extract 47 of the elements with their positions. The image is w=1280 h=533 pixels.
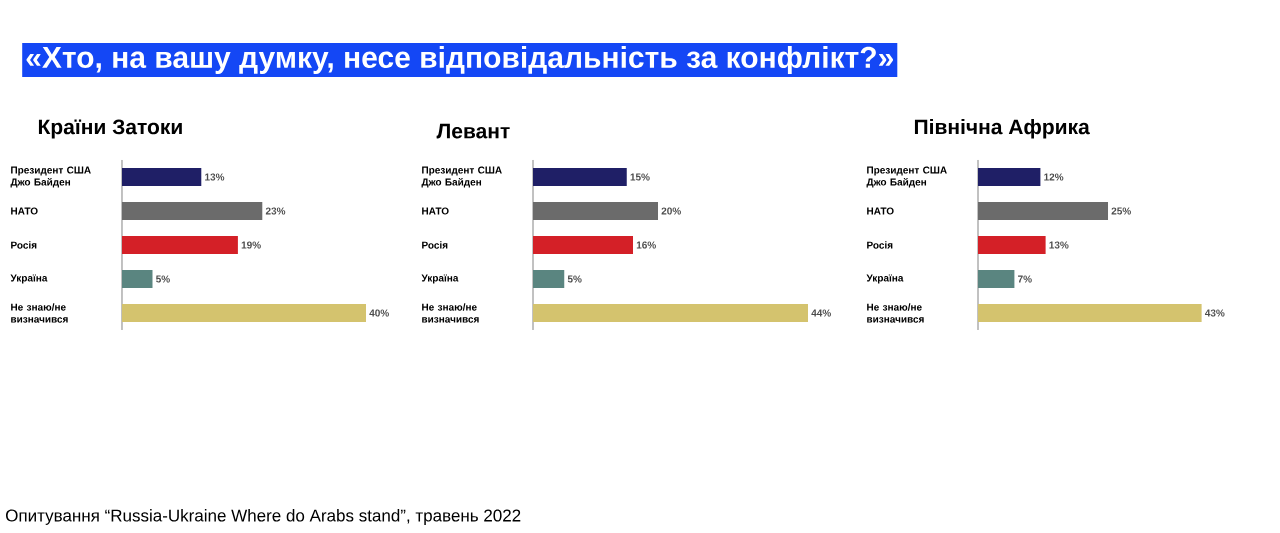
y-tick-label: Україна bbox=[866, 274, 904, 284]
chart-title: Левант bbox=[436, 123, 510, 139]
chart-title: Північна Африка bbox=[914, 118, 1090, 139]
bar bbox=[978, 168, 1041, 186]
data-label: 16% bbox=[636, 241, 656, 249]
y-tick-label: НАТО bbox=[867, 207, 894, 215]
y-tick-label: Не знаю/не визначився bbox=[11, 303, 68, 323]
bar bbox=[533, 168, 627, 186]
data-label: 25% bbox=[1111, 207, 1131, 215]
data-label: 5% bbox=[567, 275, 582, 283]
data-label: 13% bbox=[205, 173, 225, 181]
data-label: 43% bbox=[1204, 309, 1225, 317]
bar bbox=[122, 270, 153, 288]
bar bbox=[978, 270, 1015, 288]
data-label: 23% bbox=[265, 207, 286, 215]
bar bbox=[533, 270, 565, 288]
y-tick-label: Росія bbox=[11, 241, 37, 249]
data-label: 44% bbox=[811, 309, 831, 317]
text: «Хто, на вашу думку, несе відповідальність за конфлікт?» bbox=[26, 46, 893, 74]
bar bbox=[122, 304, 366, 322]
y-tick-label: Не знаю/не визначився bbox=[867, 303, 924, 323]
y-tick-label: Президент США Джо Байден bbox=[10, 166, 91, 188]
y-tick-label: Росія bbox=[867, 241, 893, 249]
chart-title: Країни Затоки bbox=[38, 119, 182, 139]
y-tick-label: Не знаю/не визначився bbox=[422, 303, 479, 323]
data-label: 19% bbox=[241, 241, 261, 249]
bar bbox=[978, 304, 1202, 322]
text: Опитування “Russia-Ukraine Where do Arabs stand”, травень 2022 bbox=[6, 509, 521, 525]
y-tick-label: НАТО bbox=[11, 207, 38, 215]
data-label: 12% bbox=[1044, 173, 1064, 181]
y-tick-label: Україна bbox=[421, 274, 459, 284]
data-label: 20% bbox=[661, 207, 681, 215]
bar bbox=[533, 236, 633, 254]
y-tick-label: Росія bbox=[422, 241, 448, 249]
bar bbox=[533, 304, 809, 322]
bar bbox=[978, 236, 1046, 254]
data-label: 15% bbox=[630, 173, 650, 181]
data-label: 5% bbox=[156, 275, 170, 283]
y-tick-label: Президент США Джо Байден bbox=[421, 166, 502, 188]
y-tick-label: Україна bbox=[10, 274, 48, 284]
data-label: 13% bbox=[1049, 241, 1069, 249]
data-label: 7% bbox=[1018, 275, 1032, 283]
bar bbox=[122, 236, 238, 254]
bar bbox=[122, 168, 202, 186]
data-label: 40% bbox=[369, 309, 389, 317]
y-tick-label: НАТО bbox=[422, 207, 449, 215]
y-tick-label: Президент США Джо Байден bbox=[866, 166, 947, 188]
